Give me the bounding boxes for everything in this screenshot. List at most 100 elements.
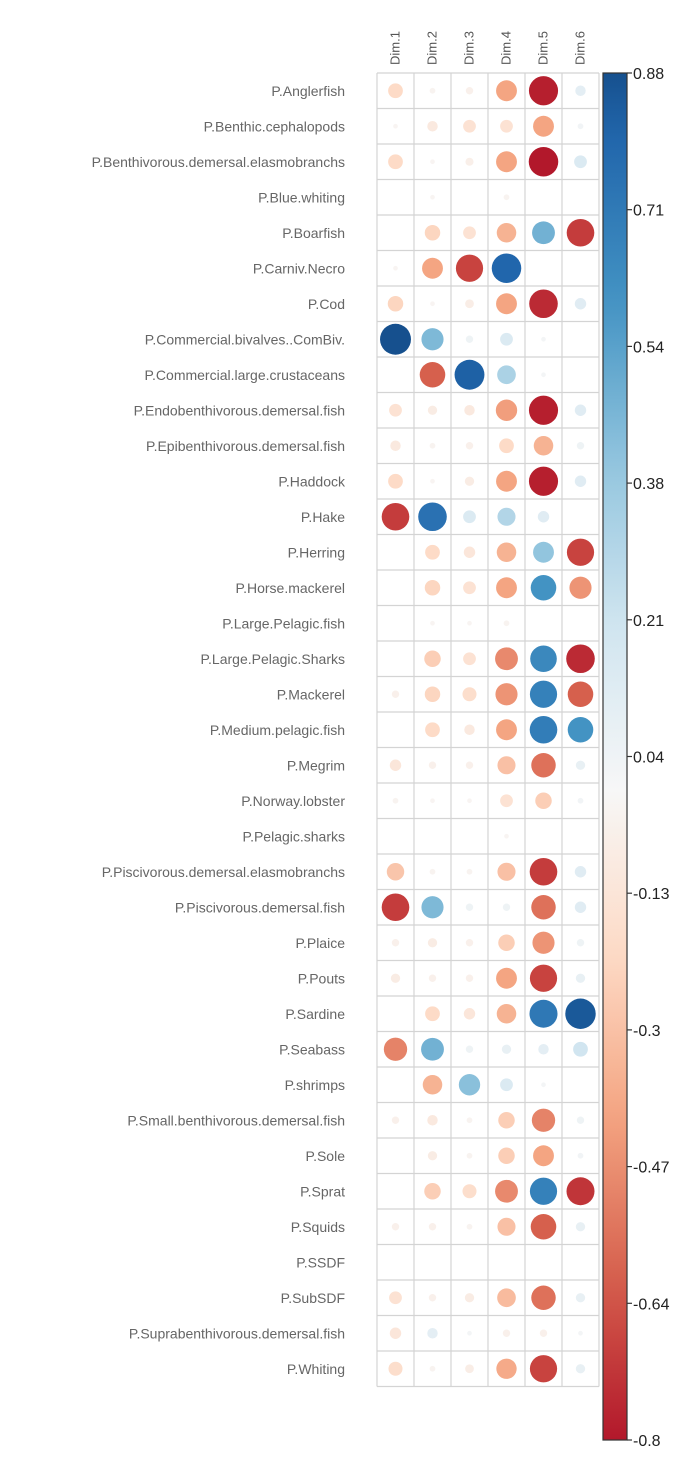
correlation-circle — [455, 254, 484, 282]
correlation-circle — [466, 1152, 473, 1159]
row-labels: P.Anglerfish P.Benthic.cephalopods P.Benth… — [92, 83, 346, 1377]
row-label: P.Sprat — [300, 1183, 345, 1199]
correlation-circle — [531, 753, 556, 778]
correlation-circle — [389, 1327, 402, 1339]
correlation-circle — [574, 475, 587, 487]
correlation-circle — [531, 895, 556, 920]
row-label: P.Carniv.Necro — [253, 260, 345, 276]
correlation-circle — [501, 1044, 512, 1054]
column-label: Dim.4 — [499, 31, 514, 65]
correlation-circle — [532, 931, 555, 954]
correlation-circle — [575, 1222, 586, 1232]
correlation-circle — [430, 620, 435, 626]
correlation-circle — [465, 761, 474, 769]
correlation-circle — [569, 576, 592, 599]
correlation-circle — [463, 119, 476, 133]
correlation-circle — [381, 502, 410, 531]
correlation-circle — [422, 1074, 443, 1095]
correlation-circle — [465, 299, 474, 309]
correlation-circle — [573, 1041, 588, 1057]
correlation-circle — [491, 253, 522, 284]
correlation-circle — [575, 973, 586, 983]
correlation-circle — [391, 1116, 400, 1124]
row-label: P.Herring — [288, 544, 345, 560]
correlation-circle — [566, 538, 595, 566]
correlation-circle — [574, 866, 587, 878]
correlation-circle — [503, 194, 510, 201]
correlation-circle — [464, 724, 475, 735]
correlation-circle — [391, 1223, 400, 1231]
correlation-circle — [422, 257, 443, 279]
correlation-circle — [428, 974, 437, 982]
correlation-circle — [529, 964, 558, 992]
correlation-circle — [389, 1291, 402, 1305]
colorbar-tick-label: 0.71 — [633, 203, 664, 220]
correlation-circle — [430, 301, 435, 307]
column-labels: Dim.1 Dim.2 Dim.3 Dim.4 Dim.5 Dim.6 — [388, 31, 588, 65]
correlation-circle — [496, 222, 517, 243]
correlation-circle — [537, 511, 550, 523]
cell-grid — [376, 72, 600, 1388]
correlation-circle — [427, 121, 438, 132]
correlation-circle — [578, 1330, 583, 1336]
correlation-circle — [465, 939, 474, 947]
correlation-circle — [421, 328, 444, 351]
correlation-circle — [463, 226, 476, 240]
correlation-circle — [499, 438, 514, 454]
colorbar-tick-label: -0.3 — [633, 1023, 661, 1040]
correlation-circle — [465, 87, 474, 95]
correlation-circle — [530, 645, 557, 673]
correlation-circle — [430, 194, 435, 200]
colorbar-tick-label: -0.8 — [633, 1433, 661, 1450]
colorbar-tick-label: 0.38 — [633, 476, 664, 493]
correlation-circle — [541, 336, 546, 342]
correlation-circle — [502, 1329, 511, 1337]
colorbar-tick-label: 0.54 — [633, 339, 664, 356]
correlation-circle — [541, 1082, 546, 1088]
correlation-circle — [531, 1108, 556, 1132]
correlation-circle — [391, 690, 400, 698]
row-label: P.Large.Pelagic.fish — [222, 615, 345, 631]
column-label: Dim.3 — [462, 31, 477, 65]
correlation-circle — [429, 442, 436, 449]
correlation-circle — [383, 1037, 408, 1061]
correlation-circle — [535, 792, 552, 809]
correlation-circle — [567, 716, 594, 743]
correlation-circle — [575, 760, 586, 770]
row-label: P.Haddock — [278, 473, 346, 489]
correlation-circle — [465, 1364, 474, 1374]
correlation-circle — [502, 903, 511, 911]
correlation-circle — [390, 440, 401, 451]
correlation-circle — [419, 361, 446, 388]
row-label: P.Pouts — [298, 970, 345, 986]
correlation-circle — [566, 218, 595, 247]
correlation-circle — [498, 934, 515, 951]
correlation-circle — [464, 1293, 475, 1303]
correlation-circle — [467, 798, 472, 804]
row-label: P.Epibenthivorous.demersal.fish — [146, 438, 345, 454]
correlation-circle — [388, 83, 403, 99]
correlation-circle — [421, 896, 444, 919]
correlation-circle — [465, 442, 474, 450]
correlation-circle — [565, 998, 596, 1029]
correlation-circle — [576, 442, 585, 450]
correlation-circle — [500, 332, 513, 346]
correlation-circle — [497, 507, 516, 526]
row-label: P.Squids — [291, 1219, 345, 1235]
row-label: P.Blue.whiting — [258, 189, 345, 205]
correlation-circle — [576, 939, 585, 947]
correlation-circle — [576, 1116, 585, 1124]
correlation-circle — [566, 644, 595, 674]
correlation-circle — [530, 1213, 557, 1240]
row-label: P.shrimps — [285, 1077, 345, 1093]
correlation-circle — [427, 938, 438, 948]
correlation-circle — [466, 868, 473, 875]
correlation-circle — [388, 473, 403, 489]
correlation-circle — [496, 719, 517, 741]
correlation-circle — [458, 1074, 481, 1096]
correlation-circle — [466, 1223, 473, 1230]
correlation-circle — [386, 863, 405, 881]
correlation-circle — [467, 1330, 472, 1336]
correlation-circle — [495, 1179, 518, 1203]
